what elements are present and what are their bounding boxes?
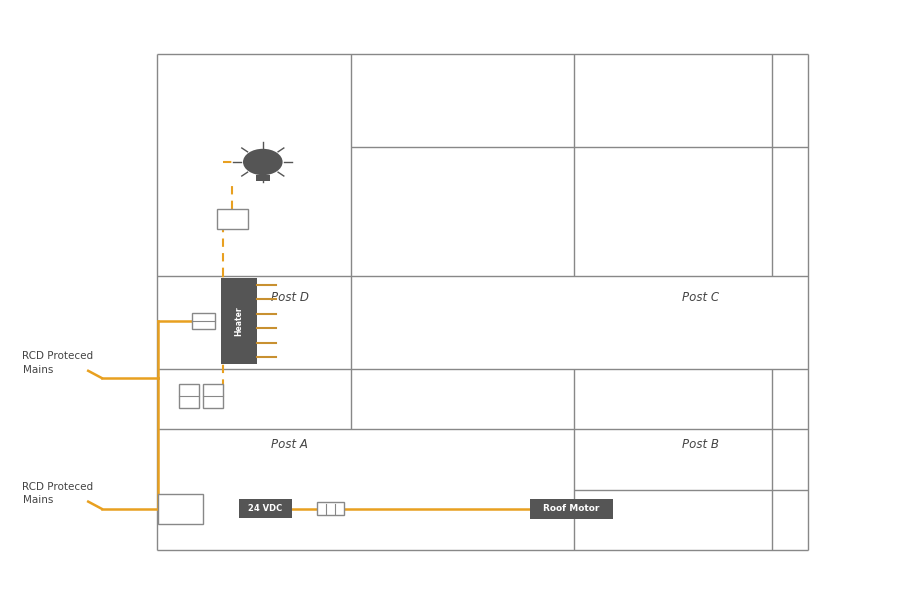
Text: Post A: Post A [272, 438, 308, 451]
Text: Post D: Post D [271, 291, 309, 304]
Bar [317, 502, 344, 515]
Bar [220, 278, 256, 364]
Bar [192, 313, 215, 329]
Bar [179, 384, 199, 408]
Text: Post C: Post C [681, 291, 719, 304]
Bar [256, 175, 270, 181]
Bar [239, 499, 292, 518]
Bar [203, 384, 223, 408]
Text: 24 VDC: 24 VDC [248, 504, 283, 513]
Text: RCD Proteced
Mains: RCD Proteced Mains [22, 352, 94, 374]
Bar [530, 499, 613, 519]
Circle shape [243, 149, 283, 175]
Bar [217, 209, 248, 229]
Text: RCD Proteced
Mains: RCD Proteced Mains [22, 482, 94, 505]
Text: Heater: Heater [234, 306, 243, 336]
Bar [158, 494, 202, 524]
Text: Post B: Post B [682, 438, 718, 451]
Text: Roof Motor: Roof Motor [544, 504, 599, 513]
